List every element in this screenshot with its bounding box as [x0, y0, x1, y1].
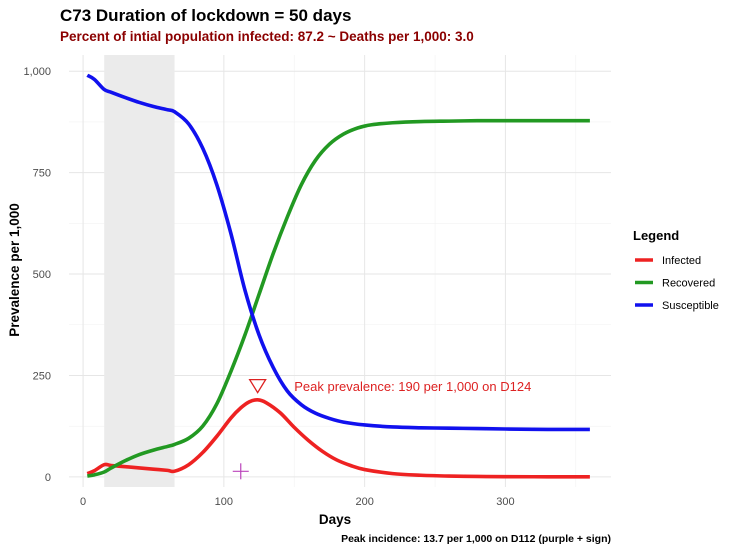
- legend-items: Infected Recovered Susceptible: [635, 255, 719, 312]
- y-tick-label: 750: [33, 168, 51, 180]
- x-axis-ticks: 0 100 200 300: [80, 496, 515, 508]
- legend: Legend Infected Recovered Susceptible: [633, 228, 719, 312]
- plot-panel: Peak prevalence: 190 per 1,000 on D124: [69, 55, 611, 487]
- y-tick-label: 250: [33, 370, 51, 382]
- y-tick-label: 1,000: [23, 66, 51, 78]
- x-tick-label: 0: [80, 496, 86, 508]
- y-axis-title: Prevalence per 1,000: [7, 203, 22, 337]
- series-line-infected: [86, 397, 590, 479]
- series-line-recovered: [86, 118, 590, 478]
- series-lines: [86, 73, 590, 479]
- peak-prevalence-label: Peak prevalence: 190 per 1,000 on D124: [294, 379, 531, 394]
- peak-incidence-caption: Peak incidence: 13.7 per 1,000 on D112 (…: [341, 533, 611, 545]
- peak-incidence-plus-marker: [232, 463, 249, 480]
- annotations: Peak prevalence: 190 per 1,000 on D124: [232, 378, 531, 480]
- legend-label-recovered: Recovered: [662, 278, 715, 290]
- x-axis-title: Days: [319, 512, 351, 527]
- x-tick-label: 200: [355, 496, 373, 508]
- x-tick-label: 100: [215, 496, 233, 508]
- y-tick-label: 0: [45, 472, 51, 484]
- y-tick-label: 500: [33, 269, 51, 281]
- chart-subtitle: Percent of intial population infected: 8…: [60, 29, 474, 44]
- legend-label-infected: Infected: [662, 255, 701, 267]
- legend-title: Legend: [633, 228, 679, 243]
- y-axis-ticks: 0 250 500 750 1,000: [23, 66, 51, 484]
- x-tick-label: 300: [496, 496, 514, 508]
- legend-label-susceptible: Susceptible: [662, 300, 719, 312]
- lockdown-shade: [104, 55, 175, 487]
- series-line-susceptible: [86, 73, 590, 432]
- chart-title: C73 Duration of lockdown = 50 days: [60, 6, 351, 25]
- peak-prevalence-triangle-marker: [248, 378, 267, 394]
